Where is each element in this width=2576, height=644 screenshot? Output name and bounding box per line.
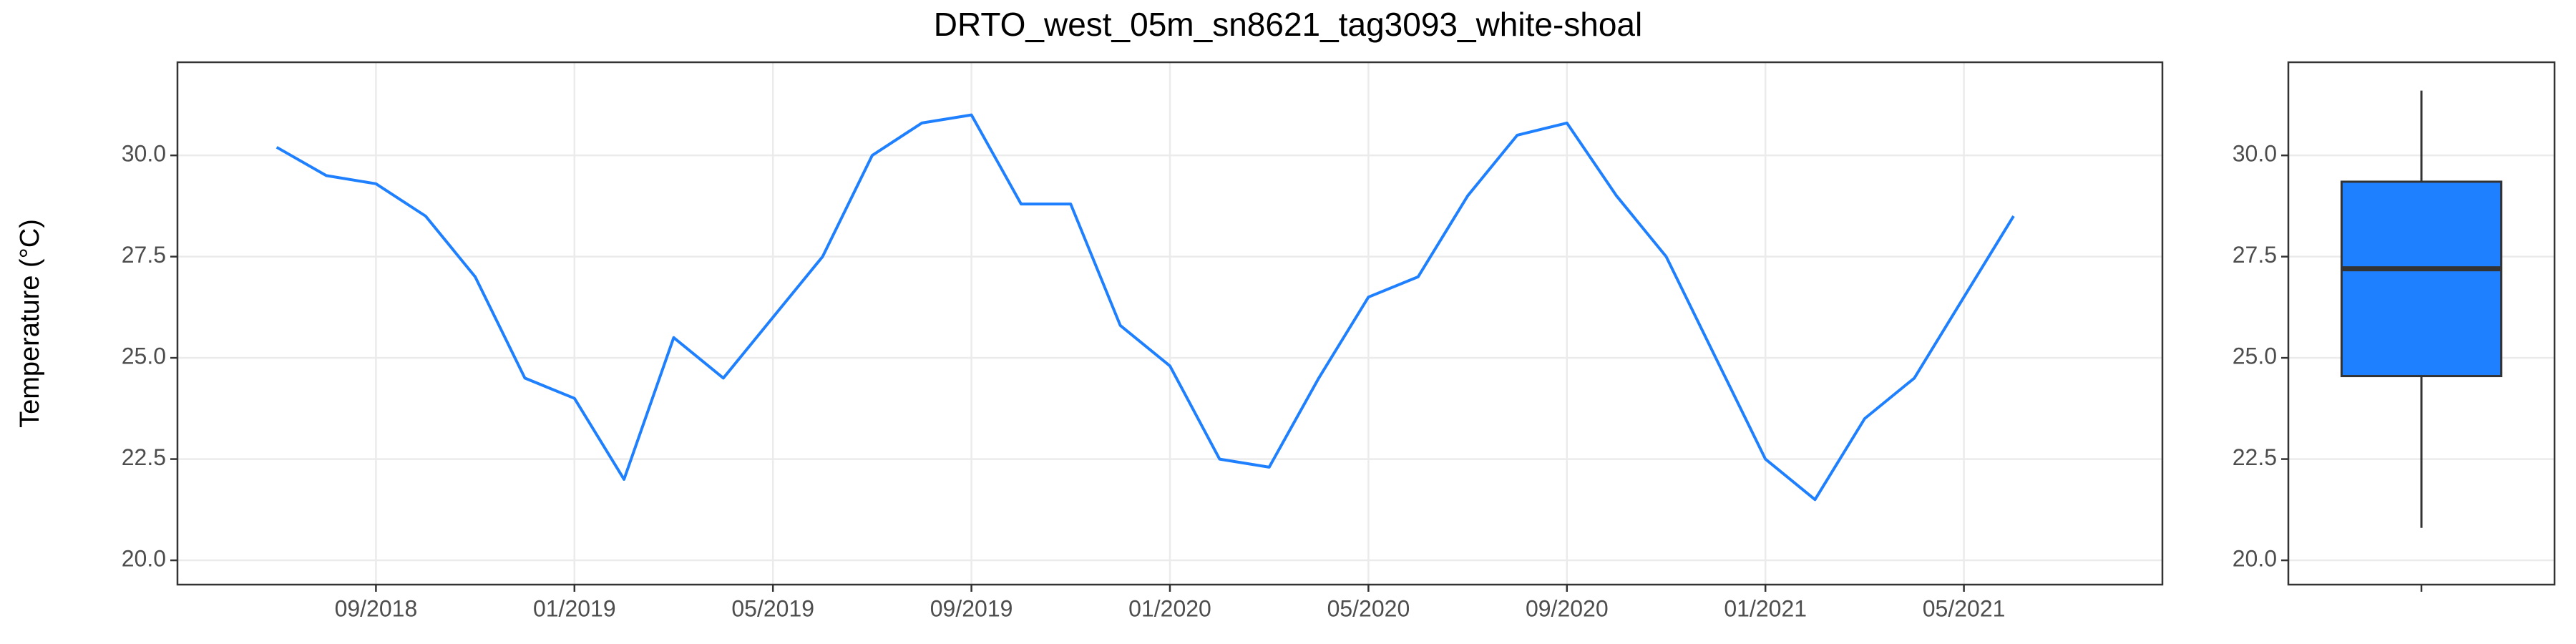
x-tick-label: 09/2018: [335, 595, 418, 621]
x-tick-label: 05/2020: [1327, 595, 1410, 621]
y-tick-label: 22.5: [2233, 444, 2277, 470]
y-tick-label: 22.5: [122, 444, 166, 470]
x-tick-label: 05/2021: [1923, 595, 2006, 621]
y-tick-label: 25.0: [122, 343, 166, 369]
y-tick-label: 30.0: [2233, 141, 2277, 167]
y-tick-label: 27.5: [122, 242, 166, 268]
x-tick-label: 01/2020: [1128, 595, 1211, 621]
plot-border: [2287, 61, 2556, 586]
y-tick-label: 20.0: [2233, 545, 2277, 571]
plot-border: [176, 61, 2164, 586]
x-tick-label: 09/2020: [1526, 595, 1609, 621]
y-tick-label: 25.0: [2233, 343, 2277, 369]
x-tick-label: 09/2019: [930, 595, 1013, 621]
y-tick-label: 30.0: [122, 141, 166, 167]
x-tick-label: 01/2021: [1724, 595, 1807, 621]
y-tick-label: 27.5: [2233, 242, 2277, 268]
x-tick-label: 05/2019: [731, 595, 814, 621]
line-series: [275, 113, 2015, 502]
y-tick-label: 20.0: [122, 545, 166, 571]
y-axis-label: Temperature (°C): [15, 219, 45, 428]
x-tick-label: 01/2019: [533, 595, 616, 621]
chart-title: DRTO_west_05m_sn8621_tag3093_white-shoal: [934, 6, 1643, 43]
box: [2340, 180, 2503, 378]
